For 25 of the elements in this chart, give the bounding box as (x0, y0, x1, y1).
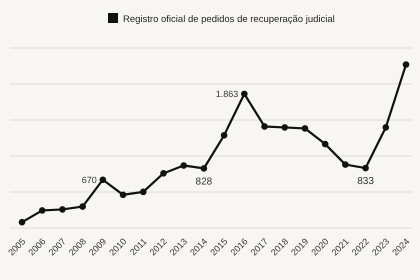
point (140, 188, 147, 196)
point (160, 170, 167, 177)
point (302, 125, 308, 132)
point (180, 162, 187, 169)
point (59, 206, 66, 213)
point (220, 132, 228, 139)
point (120, 192, 126, 198)
point (402, 61, 410, 68)
data-label: 828 (196, 176, 213, 188)
point (382, 124, 390, 131)
point (261, 123, 268, 130)
point (241, 90, 248, 98)
point (200, 165, 208, 172)
legend-label: Registro oficial de pedidos de recuperação judicial (123, 14, 335, 25)
point (281, 124, 288, 131)
point (362, 164, 369, 172)
data-label: 833 (357, 176, 374, 188)
point (18, 218, 26, 226)
data-label: 1.863 (216, 88, 238, 99)
point (79, 203, 86, 210)
point (342, 161, 349, 168)
point (322, 140, 328, 148)
point (100, 176, 106, 184)
data-label: 670 (82, 174, 97, 185)
point (38, 207, 46, 214)
